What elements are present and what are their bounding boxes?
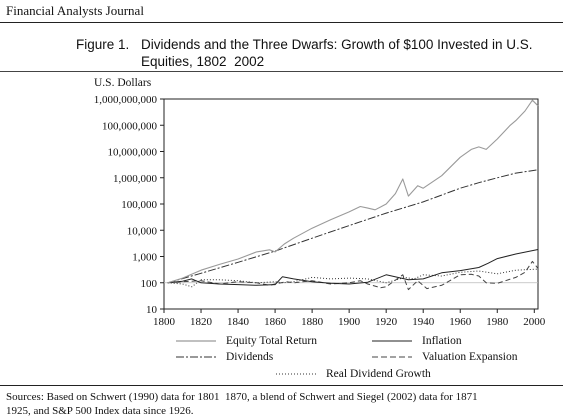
chart-legend: Equity Total Return Inflation Dividends … — [176, 334, 556, 386]
x-tick-label: 1960 — [449, 316, 472, 328]
sources-rule — [0, 385, 563, 386]
y-axis-label: U.S. Dollars — [94, 77, 152, 89]
x-tick-label: 1880 — [301, 316, 324, 328]
x-tick-label: 1900 — [338, 316, 361, 328]
x-tick-label: 1800 — [153, 316, 176, 328]
x-tick-label: 1980 — [486, 316, 509, 328]
y-tick-label: 100,000,000 — [102, 120, 158, 132]
legend-item-dividends: Dividends — [176, 351, 273, 363]
sources-line2: 1925, and S&P 500 Index data since 1926. — [6, 405, 194, 417]
legend-label-equity: Equity Total Return — [226, 335, 317, 347]
x-tick-label: 1840 — [227, 316, 250, 328]
plot-frame — [163, 98, 539, 310]
series-line-equity — [167, 99, 539, 284]
y-tick-label: 1,000 — [132, 252, 157, 264]
legend-label-inflation: Inflation — [422, 335, 462, 347]
figure-number: Figure 1. — [76, 37, 130, 52]
y-tick-label: 1,000,000,000 — [94, 94, 158, 106]
figure-rule — [0, 71, 563, 72]
x-tick-label: 1820 — [190, 316, 213, 328]
series-line-real-div — [167, 268, 539, 288]
series-line-dividends — [167, 169, 539, 284]
series-line-valuation — [167, 260, 539, 291]
legend-item-equity: Equity Total Return — [176, 335, 317, 347]
legend-item-valuation: Valuation Expansion — [372, 351, 518, 363]
legend-item-inflation: Inflation — [372, 335, 462, 347]
sources-note: Sources: Based on Schwert (1990) data fo… — [6, 390, 558, 418]
y-tick-label: 100 — [141, 278, 158, 290]
growth-chart: U.S. Dollars 10 100 1,000 10,000 100,000 1,000… — [94, 77, 546, 328]
figure-title-line1: Dividends and the Three Dwarfs: Growth o… — [141, 37, 533, 52]
legend-label-real-dividend: Real Dividend Growth — [326, 368, 431, 380]
y-tick-label: 10,000,000 — [108, 147, 158, 159]
x-tick-label: 1940 — [412, 316, 435, 328]
legend-label-dividends: Dividends — [226, 351, 274, 363]
y-tick-label: 100,000 — [121, 199, 157, 211]
legend-item-real-dividend: Real Dividend Growth — [276, 368, 431, 380]
series-line-inflation — [167, 249, 539, 286]
figure-title: Figure 1. Dividends and the Three Dwarfs:… — [76, 36, 556, 70]
y-tick-label: 1,000,000 — [113, 173, 158, 185]
header-rule — [0, 22, 563, 23]
x-tick-label: 1920 — [375, 316, 398, 328]
journal-name: Financial Analysts Journal — [6, 3, 144, 18]
figure-title-line2: Equities, 1802 2002 — [141, 54, 265, 69]
x-tick-label: 1860 — [264, 316, 287, 328]
sources-line1: Sources: Based on Schwert (1990) data fo… — [6, 391, 478, 403]
y-tick-label: 10 — [146, 304, 158, 316]
x-tick-label: 2000 — [523, 316, 546, 328]
legend-label-valuation: Valuation Expansion — [422, 351, 518, 363]
y-tick-label: 10,000 — [127, 225, 158, 237]
